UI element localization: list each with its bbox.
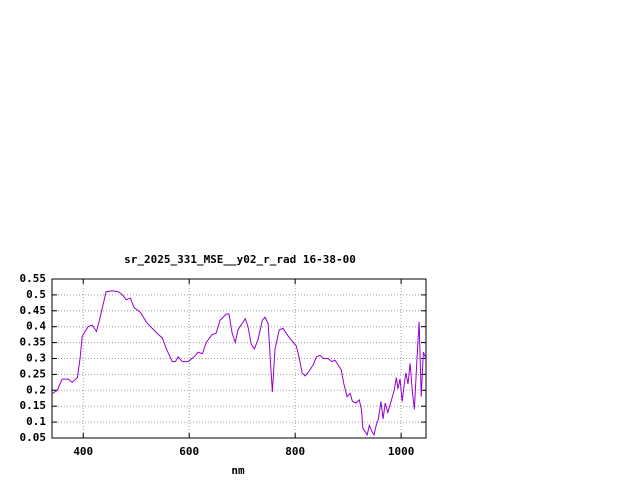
x-tick-label: 800 — [285, 445, 305, 458]
chart-title: sr_2025_331_MSE__y02_r_rad 16-38-00 — [124, 253, 356, 266]
y-tick-label: 0.3 — [26, 352, 46, 365]
x-tick-label: 1000 — [388, 445, 415, 458]
y-tick-label: 0.25 — [20, 367, 47, 380]
y-tick-label: 0.1 — [26, 415, 46, 428]
y-tick-label: 0.5 — [26, 288, 46, 301]
y-tick-label: 0.05 — [20, 431, 47, 444]
y-tick-label: 0.4 — [26, 320, 46, 333]
y-tick-label: 0.15 — [20, 399, 47, 412]
y-tick-label: 0.2 — [26, 383, 46, 396]
y-tick-label: 0.55 — [20, 272, 47, 285]
x-axis-label: nm — [231, 464, 245, 477]
data-line — [52, 290, 427, 437]
x-tick-label: 400 — [73, 445, 93, 458]
y-tick-label: 0.35 — [20, 336, 47, 349]
x-tick-label: 600 — [179, 445, 199, 458]
y-tick-label: 0.45 — [20, 304, 47, 317]
